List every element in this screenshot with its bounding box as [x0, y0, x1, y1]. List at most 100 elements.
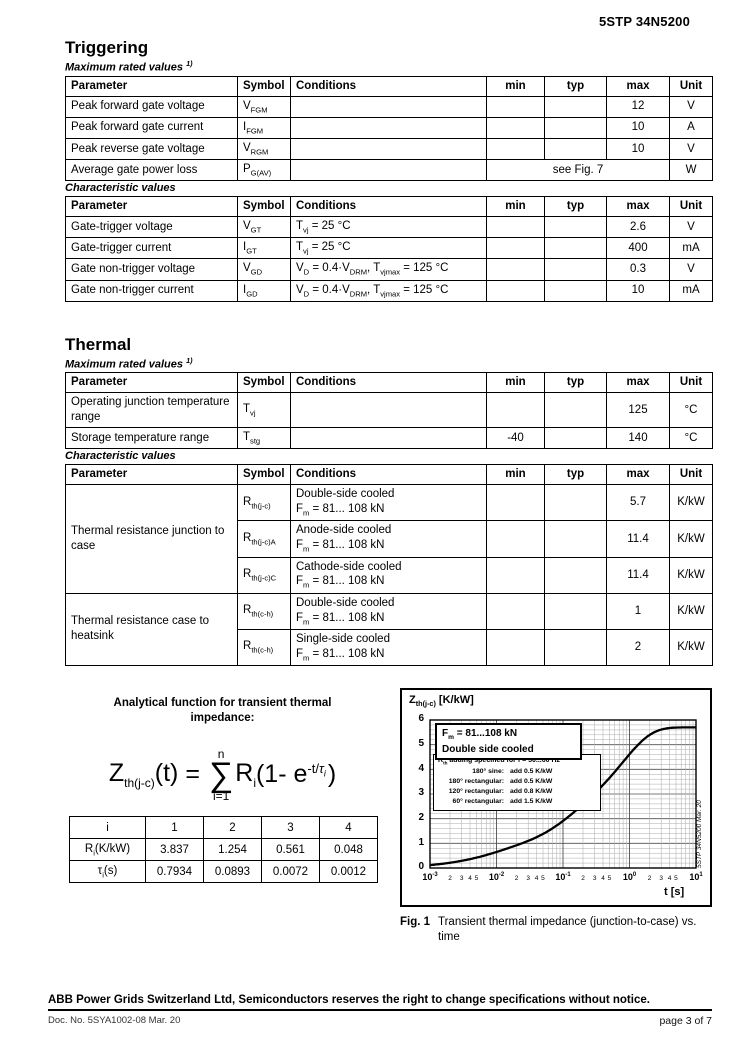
table-cell: 2 [606, 628, 670, 666]
column-header: Symbol [237, 464, 291, 486]
x-axis-minor-tick-label: 4 [534, 874, 539, 882]
table-cell: 2.6 [606, 216, 670, 239]
chart-annotation-conditions-box: Fm = 81...108 kN Double side cooled [435, 722, 582, 761]
table-cell: 10 [606, 137, 670, 161]
table-cell: A [669, 116, 713, 139]
column-header: Conditions [290, 372, 487, 394]
x-axis-tick-label: 10-2 [488, 871, 505, 882]
section-title-triggering: Triggering [65, 38, 149, 57]
table-cell: 125 [606, 392, 670, 429]
analytical-heading: Analytical function for transient therma… [113, 696, 332, 724]
table-header-row: Parameter Symbol Conditions min typ max Unit [65, 464, 713, 486]
chart-annotation-rth-adding-box: Rth adding specified for f = 50...60 Hz … [433, 753, 601, 811]
table-cell [486, 484, 545, 522]
column-header: Conditions [290, 75, 487, 97]
table-cell: Rth(j-c)C [237, 556, 291, 594]
chart-x-axis-label: t [s] [664, 885, 685, 898]
formula-sum-symbol: n ∑ i=1 [209, 746, 234, 804]
section-title-thermal: Thermal [65, 334, 132, 354]
y-axis-tick-label: 1 [418, 836, 424, 848]
table-cell: K/kW [669, 520, 713, 558]
table-cell: i [69, 816, 146, 840]
table-cell: V [669, 258, 713, 281]
table-cell [290, 427, 487, 450]
table-cell: 1 [606, 592, 670, 630]
x-axis-minor-tick-label: 5 [674, 874, 678, 882]
triggering-characteristic-table: Parameter Symbol Conditions min typ max Unit Ga… [65, 196, 713, 302]
impedance-coefficients-table: i 1 2 3 4 Ri(K/kW) 3.837 1.254 0.561 0.048 τi(s) 0.… [69, 816, 378, 884]
table-cell: PG(AV) [237, 159, 291, 182]
table-row: Gate non-trigger voltage VGD VD = 0.4·VDRM… [65, 258, 713, 281]
rth-adding-row: 180° sine: add 0.5 K/kW [472, 768, 553, 776]
y-axis-tick-label: 4 [418, 762, 424, 774]
table-cell: Storage temperature range [65, 427, 238, 450]
y-axis-tick-label: 5 [418, 737, 424, 749]
table-cell [290, 116, 487, 139]
thermal-max-table: Parameter Symbol Conditions min typ max Unit Op… [65, 372, 713, 450]
column-header: Parameter [65, 464, 238, 486]
table-row: Ri(K/kW) 3.837 1.254 0.561 0.048 [69, 838, 378, 862]
column-header: Symbol [237, 75, 291, 97]
table-cell [544, 137, 607, 161]
table-cell: 11.4 [606, 520, 670, 558]
table-cell [486, 237, 545, 260]
x-axis-minor-tick-label: 4 [667, 874, 672, 882]
table-cell: Double-side cooled Fm = 81... 108 kN [290, 484, 487, 522]
table-cell: Thermal resistance junction to case [65, 484, 238, 594]
figure-1-caption: Fig. 1 Transient thermal impedance (junc… [400, 915, 712, 946]
formula-exponential-term: (1- e-t/τi) [255, 760, 337, 789]
part-number-label: 5STP 34N5200 [598, 14, 690, 29]
table-cell [544, 484, 607, 522]
table-cell: Ri(K/kW) [69, 838, 146, 862]
table-cell: VGT [237, 216, 291, 239]
column-header: Parameter [65, 75, 238, 97]
x-axis-minor-tick-label: 5 [474, 874, 479, 882]
formula-r-term: Ri [235, 759, 256, 791]
footer-notice: ABB Power Grids Switzerland Ltd, Semicon… [48, 994, 712, 1011]
table-cell: 10 [606, 279, 670, 302]
table-cell [486, 592, 545, 630]
analytical-function-block: Analytical function for transient therma… [65, 688, 380, 946]
column-header: Symbol [237, 196, 291, 218]
table-cell: 0.0072 [261, 860, 320, 884]
table-cell [544, 592, 607, 630]
table-row: Peak reverse gate voltage VRGM 10 V [65, 137, 713, 161]
column-header: Conditions [290, 464, 487, 486]
table-cell: Rth(j-c) [237, 484, 291, 522]
table-cell: 1 [145, 816, 204, 840]
x-axis-minor-tick-label: 3 [459, 874, 464, 882]
table-cell [486, 556, 545, 594]
table-cell [486, 279, 545, 302]
table-cell: °C [669, 392, 713, 429]
table-cell: VRGM [237, 137, 291, 161]
table-header-row: Parameter Symbol Conditions min typ max Unit [65, 196, 713, 218]
table-cell: Rth(c-h) [237, 628, 291, 666]
rth-adding-row: 60° rectangular: add 1.5 K/kW [452, 797, 553, 805]
table-cell: Tvj = 25 °C [290, 216, 487, 239]
table-cell [544, 237, 607, 260]
table-cell: IGT [237, 237, 291, 260]
table-cell [486, 95, 545, 118]
table-cell: K/kW [669, 556, 713, 594]
table-cell [544, 556, 607, 594]
table-cell: 5.7 [606, 484, 670, 522]
table-cell: VGD [237, 258, 291, 281]
table-cell: Thermal resistance case to heatsink [65, 592, 238, 666]
table-cell [486, 392, 545, 429]
x-axis-tick-label: 10-3 [422, 871, 438, 882]
column-header: Conditions [290, 196, 487, 218]
table-cell: °C [669, 427, 713, 450]
table-cell [486, 520, 545, 558]
x-axis-minor-tick-label: 4 [601, 874, 605, 882]
table-cell [544, 116, 607, 139]
table-cell: K/kW [669, 628, 713, 666]
table-cell: 3.837 [145, 838, 204, 862]
table-row: Rth(j-c)C Cathode-side cooled Fm = 81... 1… [66, 556, 713, 594]
y-axis-tick-label: 3 [418, 787, 424, 799]
y-axis-tick-label: 0 [418, 861, 424, 873]
table-cell: 0.048 [319, 838, 378, 862]
column-header: min [486, 372, 545, 394]
triggering-characteristic-label: Characteristic values [65, 182, 176, 195]
